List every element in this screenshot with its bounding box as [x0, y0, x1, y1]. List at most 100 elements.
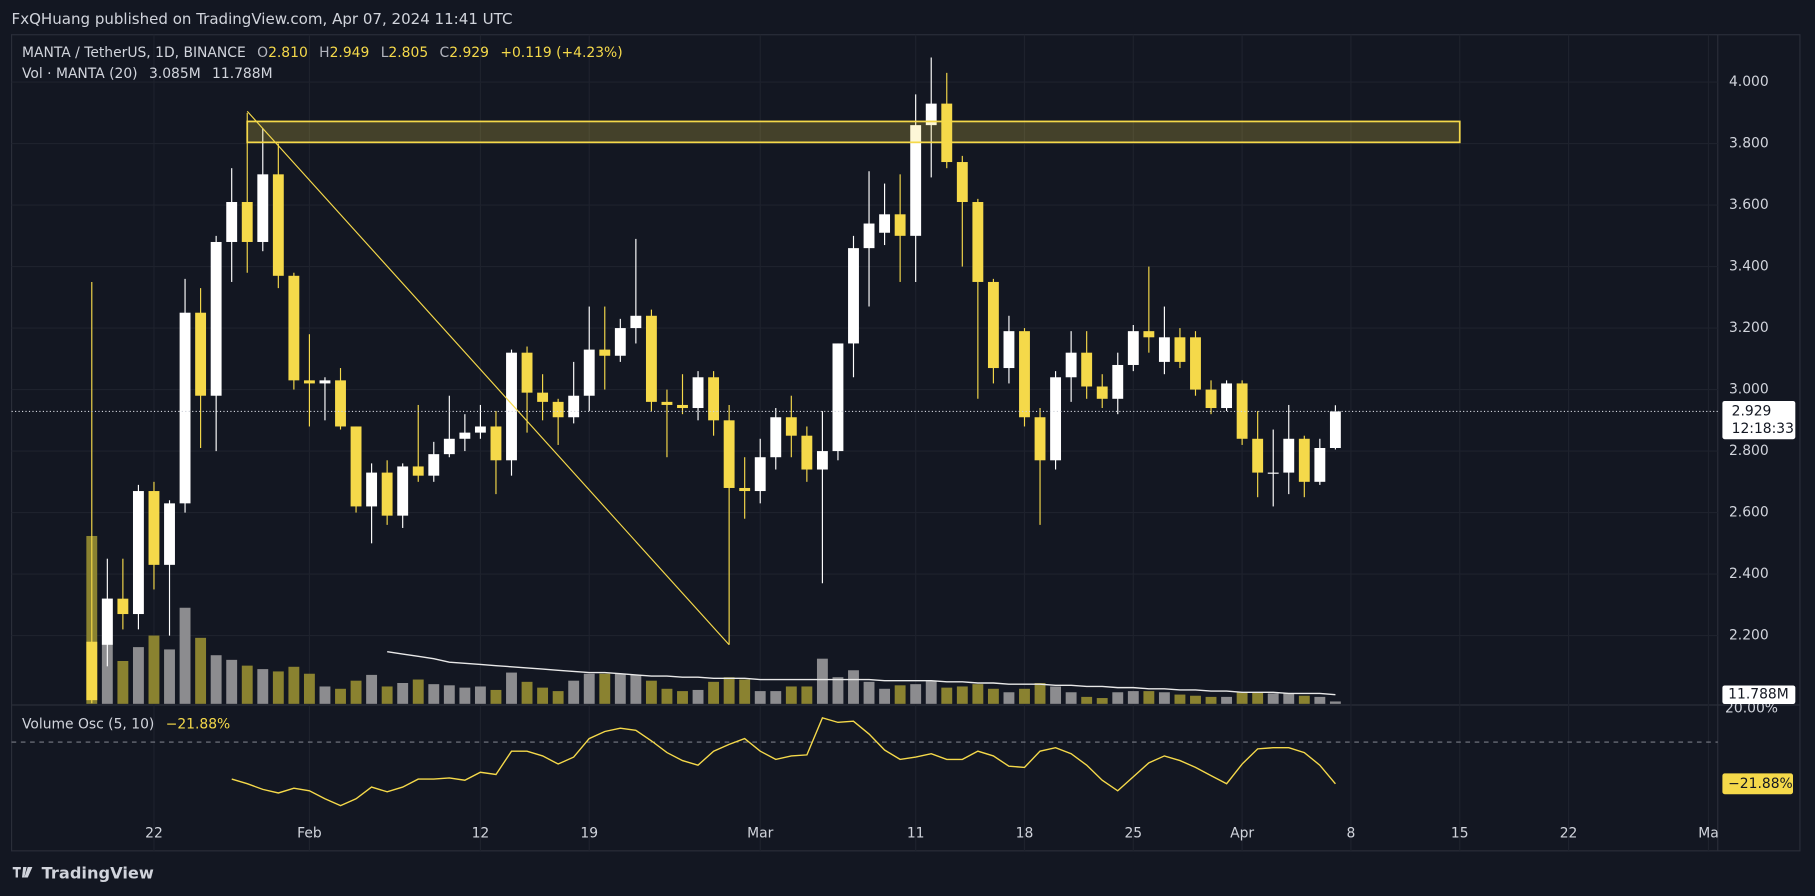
volume-readout: 11.788M	[212, 66, 273, 82]
brand-name: TradingView	[42, 864, 154, 883]
candle-body	[1267, 472, 1279, 474]
candle-body	[1143, 331, 1155, 338]
candle-body	[132, 491, 144, 615]
volume-bar	[1174, 694, 1186, 704]
volume-bar	[925, 680, 937, 704]
candle-body	[630, 315, 642, 329]
candle-body	[956, 162, 968, 203]
candle-body	[226, 202, 238, 242]
volume-bar	[474, 686, 486, 704]
brand: TradingView	[12, 864, 154, 883]
volume-bar	[366, 674, 378, 704]
volume-bar	[537, 687, 549, 704]
volume-bar	[241, 665, 253, 704]
volume-bar	[1065, 692, 1077, 704]
volume-bar	[1143, 691, 1155, 704]
candle-body	[1205, 389, 1217, 409]
volume-bar	[1252, 692, 1264, 704]
volume-bar	[1096, 698, 1108, 704]
candle-body	[645, 315, 657, 402]
x-tick-label: Feb	[297, 825, 322, 841]
volume-bar	[879, 688, 891, 704]
volume-bar	[677, 691, 688, 704]
candle-body	[397, 466, 409, 516]
published-note: FxQHuang published on TradingView.com, A…	[12, 10, 513, 28]
volume-ma-line	[387, 651, 1336, 696]
resistance-zone	[246, 120, 1461, 144]
volume-label-box	[1722, 685, 1796, 704]
x-tick-label: 18	[1016, 825, 1034, 841]
candle-body	[1236, 383, 1248, 439]
x-tick-label: Apr	[1230, 825, 1254, 841]
volume-bar	[1050, 686, 1062, 704]
x-tick-label: 25	[1124, 825, 1142, 841]
candle-body	[443, 438, 455, 455]
y-tick-label: 2.400	[1729, 566, 1769, 582]
volume-bar	[910, 684, 922, 704]
volume-bar	[848, 670, 859, 704]
volume-bar	[1205, 696, 1217, 704]
candle-body	[848, 248, 859, 344]
candle-body	[101, 598, 113, 645]
volume-bar	[568, 680, 580, 704]
candle-body	[894, 214, 906, 236]
volume-bar	[179, 607, 191, 704]
axes: 22 Feb 12 19 Mar 11 18 25 Apr 8 15 22 Ma 2.200 2.400 2.…	[145, 74, 1796, 841]
candle-body	[86, 641, 98, 701]
volume-bar	[397, 682, 409, 704]
candle-body	[941, 103, 953, 163]
y-tick-label: 3.200	[1729, 320, 1769, 336]
ohlc-value: 2.929	[449, 45, 489, 61]
volume-bar	[1267, 693, 1279, 704]
ohlc-letter: L	[381, 45, 389, 61]
volume-bar	[132, 647, 144, 704]
candle-body	[366, 472, 378, 507]
volume-bar	[1298, 695, 1310, 704]
volume-bar	[692, 689, 704, 704]
candle-body	[708, 377, 720, 421]
volume-bar	[661, 688, 673, 704]
candle-body	[1034, 417, 1046, 461]
x-tick-label: 22	[1560, 825, 1578, 841]
candle-body	[599, 349, 611, 356]
volume-bar	[428, 684, 440, 704]
y-tick-label: 3.400	[1729, 259, 1769, 275]
volume-bar	[506, 672, 517, 704]
volume-bar	[1003, 692, 1015, 704]
osc-tick-label: 20.00%	[1725, 700, 1778, 716]
volume-bar	[381, 686, 393, 704]
osc-axis-label: −21.88%	[1728, 776, 1793, 792]
plot	[11, 57, 1718, 807]
y-tick-label: 2.600	[1729, 505, 1769, 521]
brand-logo	[12, 867, 33, 878]
candle-body	[210, 241, 222, 396]
volume-bar	[583, 673, 595, 704]
volume-bar	[1283, 693, 1295, 704]
candle-body	[241, 202, 253, 242]
x-tick-label: 8	[1347, 825, 1356, 841]
osc-label-box	[1722, 773, 1794, 795]
candle-body	[863, 223, 875, 249]
candle-body	[785, 417, 797, 436]
volume-bar	[754, 691, 766, 704]
candle-body	[1314, 448, 1326, 482]
candle-body	[335, 380, 346, 427]
y-tick-label: 3.000	[1729, 382, 1769, 398]
volume-bar	[459, 687, 471, 704]
candle-body	[1065, 352, 1077, 378]
volume-title: Vol · MANTA (20)	[22, 66, 138, 82]
volume-bar	[1158, 692, 1170, 704]
candle-body	[1127, 331, 1139, 365]
candle-body	[987, 281, 999, 369]
volume-bar	[335, 688, 346, 704]
candle-body	[1190, 337, 1201, 390]
candle-body	[723, 420, 735, 488]
volume-bar	[443, 685, 455, 704]
x-tick-label: 12	[472, 825, 490, 841]
candle-body	[1252, 438, 1264, 473]
candle-body	[1096, 386, 1108, 399]
volume-bar	[987, 688, 999, 704]
candle-body	[428, 454, 440, 476]
volume-bar	[956, 686, 968, 704]
volume-bar	[832, 677, 844, 704]
